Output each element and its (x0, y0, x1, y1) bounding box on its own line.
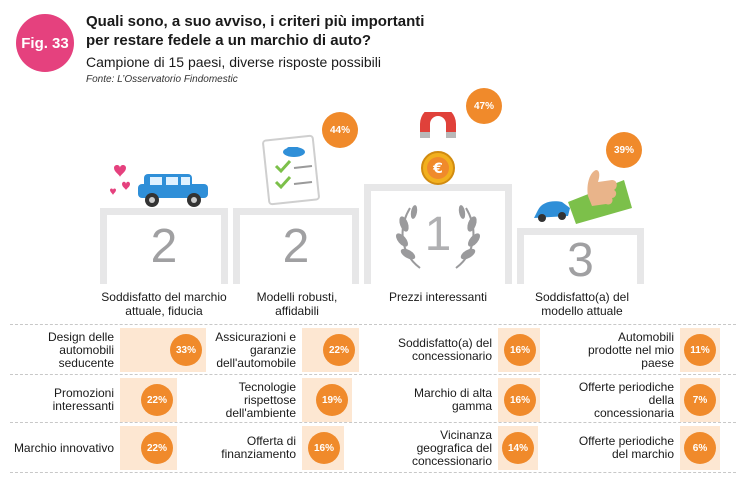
criterion-value-badge: 11% (684, 334, 716, 366)
criterion-label: Assicurazioni e garanzie dell'automobile (215, 329, 296, 370)
podium-rank: 2 (282, 219, 310, 273)
criterion-value-badge: 16% (504, 334, 536, 366)
car-with-hearts-icon (110, 165, 208, 207)
podium-rank: 3 (567, 233, 594, 287)
checklist-icon (262, 134, 320, 206)
criterion-value-badge: 22% (323, 334, 355, 366)
svg-text:€: € (432, 161, 443, 177)
criterion-value-badge: 22% (141, 384, 173, 416)
podium-value-badge: 47% (466, 88, 502, 124)
podium-label: Soddisfatto del marchio attuale, fiducia (101, 290, 227, 318)
title-line-2: per restare fedele a un marchio di auto? (86, 32, 372, 49)
figure-badge: Fig. 33 (16, 14, 74, 72)
podium-value-badge: 44% (322, 112, 358, 148)
criterion-label: Marchio di alta gamma (413, 386, 492, 413)
divider (10, 374, 736, 375)
thumbs-up-car-icon (534, 170, 632, 224)
criterion-value-badge: 6% (684, 432, 716, 464)
criterion-label: Soddisfatto(a) del concessionario (397, 336, 492, 363)
podium-rank: 2 (150, 219, 178, 273)
laurel-wreath-icon (396, 205, 480, 269)
podium-label: Prezzi interessanti (388, 290, 488, 304)
criterion-label: Design delle automobili seducente (47, 329, 114, 370)
divider (10, 472, 736, 473)
podium-value-badge: 39% (606, 132, 642, 168)
chart-subtitle: Campione di 15 paesi, diverse risposte p… (86, 54, 381, 70)
magnet-coin-icon: € (420, 112, 456, 185)
podium-label: Soddisfatto(a) del modello attuale (534, 290, 630, 318)
podium-rank: 1 (424, 207, 452, 261)
criterion-label: Tecnologie rispettose dell'ambiente (225, 379, 296, 420)
criterion-value-badge: 33% (170, 334, 202, 366)
criterion-value-badge: 19% (316, 384, 348, 416)
criterion-value-badge: 14% (502, 432, 534, 464)
criterion-label: Marchio innovativo (13, 440, 114, 455)
podium-step: 2 (100, 208, 228, 284)
criterion-label: Automobili prodotte nel mio paese (587, 329, 674, 370)
criterion-label: Vicinanza geografica del concessionario (411, 427, 492, 468)
criterion-value-badge: 16% (504, 384, 536, 416)
podium-step: 3 (517, 228, 644, 287)
podium-label: Modelli robusti, affidabili (256, 290, 338, 318)
criterion-value-badge: 16% (308, 432, 340, 464)
podium-step: 2 (233, 208, 359, 284)
chart-source: Fonte: L’Osservatorio Findomestic (86, 74, 238, 85)
podium-step: 1 (364, 184, 512, 284)
criterion-value-badge: 7% (684, 384, 716, 416)
criterion-label: Offerte periodiche del marchio (578, 434, 674, 461)
criterion-label: Offerta di finanziamento (221, 434, 296, 461)
divider (10, 422, 736, 423)
title-line-1: Quali sono, a suo avviso, i criteri più … (86, 13, 425, 30)
criterion-label: Promozioni interessanti (52, 386, 114, 413)
criterion-label: Offerte periodiche della concessionaria (578, 379, 674, 420)
criterion-value-badge: 22% (141, 432, 173, 464)
divider (10, 324, 736, 325)
chart-title: Quali sono, a suo avviso, i criteri più … (86, 12, 424, 50)
